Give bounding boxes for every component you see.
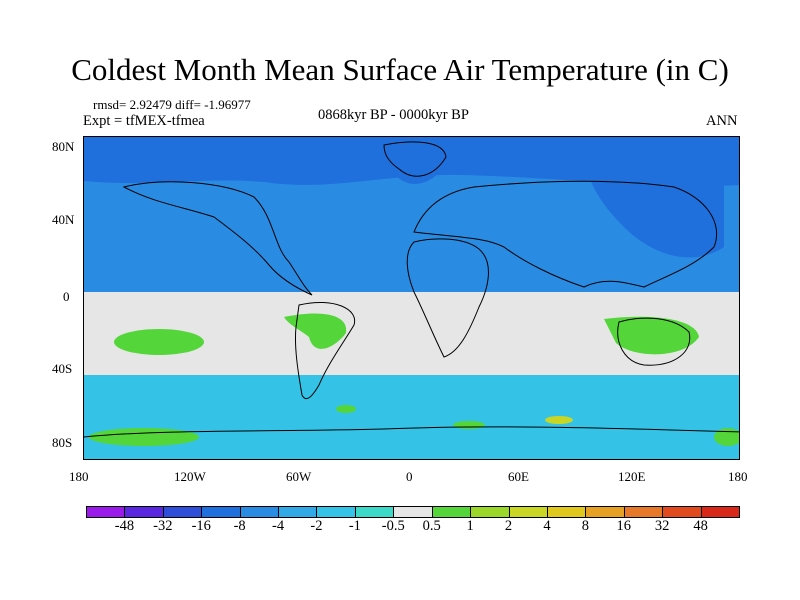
colorbar-swatch bbox=[508, 506, 548, 518]
greenland-outline bbox=[383, 141, 447, 177]
colorbar-label: 16 bbox=[616, 518, 632, 534]
indian-hot-patch bbox=[545, 416, 573, 424]
antarctic-band bbox=[84, 427, 739, 459]
colorbar-swatch bbox=[354, 506, 395, 518]
antarctic-warm-patch-west bbox=[89, 428, 199, 446]
chart-title: Coldest Month Mean Surface Air Temperatu… bbox=[71, 52, 729, 87]
colorbar-label: -4 bbox=[272, 518, 285, 534]
colorbar-swatch bbox=[662, 506, 702, 518]
period-label: 0868kyr BP - 0000kyr BP bbox=[318, 107, 469, 123]
experiment-label: Expt = tfMEX-tfmea bbox=[83, 113, 205, 129]
colorbar-swatch bbox=[162, 506, 203, 518]
colorbar-label: -8 bbox=[233, 518, 246, 534]
colorbar-swatch bbox=[585, 506, 625, 518]
lon-label-60w: 60W bbox=[286, 469, 312, 484]
africa-outline bbox=[406, 238, 489, 358]
colorbar-label: 32 bbox=[654, 518, 670, 534]
lat-label-40n: 40N bbox=[52, 212, 75, 227]
lon-label-180w: 180 bbox=[69, 469, 89, 484]
indian-warm-patch bbox=[453, 421, 485, 429]
greenland-cold-region bbox=[384, 139, 449, 184]
colorbar-swatch bbox=[239, 506, 280, 518]
colorbar-label: 4 bbox=[543, 518, 551, 534]
colorbar-swatch bbox=[86, 506, 126, 518]
south-america-warm-patch bbox=[284, 313, 347, 349]
colorbar-swatch bbox=[431, 506, 472, 518]
colorbar-label: 1 bbox=[466, 518, 474, 534]
colorbar-label: 48 bbox=[693, 518, 708, 534]
south-america-outline bbox=[294, 301, 356, 400]
north-america-outline bbox=[122, 181, 313, 296]
lat-label-80s: 80S bbox=[52, 435, 73, 450]
stats-label: rmsd= 2.92479 diff= -1.96977 bbox=[93, 97, 251, 112]
lon-label-60e: 60E bbox=[508, 469, 529, 484]
colorbar-swatch bbox=[393, 506, 433, 518]
season-label: ANN bbox=[706, 113, 738, 129]
colorbar-label: 2 bbox=[504, 518, 513, 534]
lat-label-80n: 80N bbox=[52, 139, 75, 154]
colorbar-label: -16 bbox=[191, 518, 211, 534]
colorbar-label: -2 bbox=[310, 518, 323, 534]
coastline-outlines bbox=[84, 141, 739, 438]
map-plot-area bbox=[83, 136, 740, 460]
antarctica-outline bbox=[84, 426, 739, 438]
colorbar-swatch bbox=[700, 506, 740, 518]
colorbar-swatch bbox=[546, 506, 587, 518]
colorbar-swatch bbox=[278, 506, 318, 518]
australia-outline bbox=[617, 317, 691, 366]
lon-label-180e: 180 bbox=[728, 469, 748, 484]
temperature-map bbox=[84, 137, 739, 459]
atlantic-warm-patch bbox=[336, 405, 356, 413]
colorbar-swatch bbox=[124, 506, 164, 518]
antarctic-warm-patch-east bbox=[714, 428, 739, 446]
colorbar-label: -1 bbox=[348, 518, 361, 534]
colorbar-swatch bbox=[623, 506, 664, 518]
eurasia-outline bbox=[413, 180, 718, 288]
lon-label-120e: 120E bbox=[618, 469, 646, 484]
colorbar-label: -48 bbox=[114, 518, 135, 534]
lon-label-0: 0 bbox=[406, 469, 413, 484]
colorbar-label: 8 bbox=[581, 518, 589, 534]
australia-warm-patch bbox=[604, 316, 699, 355]
colorbar-swatch bbox=[201, 506, 241, 518]
colorbar-label: -0.5 bbox=[381, 518, 405, 534]
pacific-warm-patch bbox=[114, 329, 204, 355]
colorbar-label: -32 bbox=[153, 518, 173, 534]
lat-label-40s: 40S bbox=[52, 361, 73, 376]
colorbar-swatch bbox=[316, 506, 356, 518]
colorbar-label: 0.5 bbox=[422, 518, 441, 534]
lat-label-eq: 0 bbox=[63, 289, 70, 304]
colorbar-swatch bbox=[470, 506, 510, 518]
lon-label-120w: 120W bbox=[174, 469, 206, 484]
